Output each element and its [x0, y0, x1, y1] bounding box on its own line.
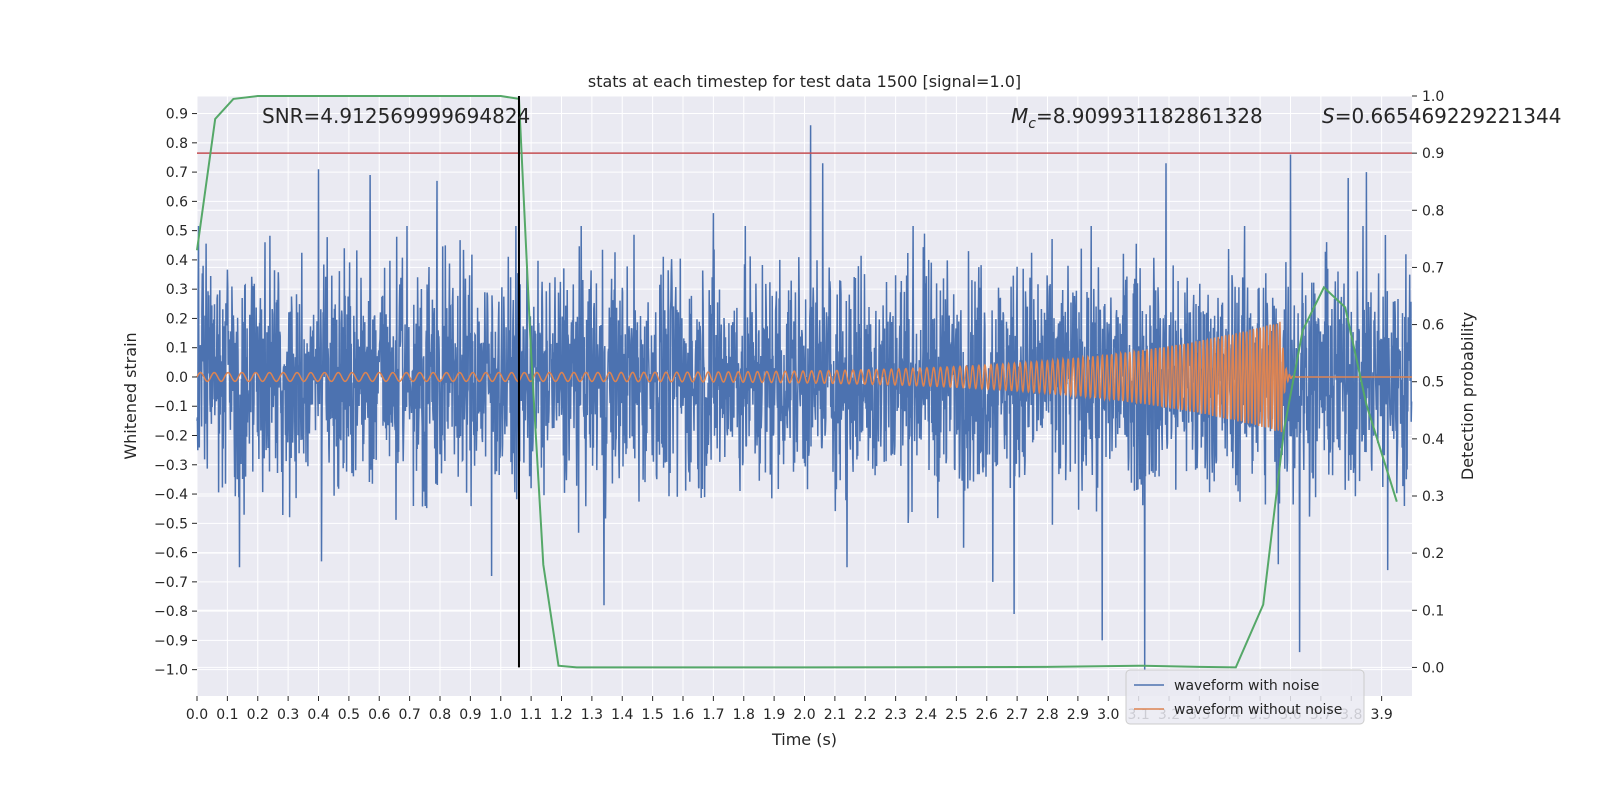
- x-tick-label: 0.2: [247, 707, 269, 723]
- y-tick-label: −0.3: [154, 458, 188, 474]
- legend-label-noisy: waveform with noise: [1174, 678, 1319, 694]
- y-axis-title: Whitened strain: [121, 332, 140, 459]
- y2-tick-label: 0.6: [1422, 318, 1444, 334]
- y-tick-label: 0.1: [166, 341, 188, 357]
- y-tick-label: −0.7: [154, 575, 188, 591]
- y-tick-label: 0.2: [166, 311, 188, 327]
- y2-tick-label: 0.9: [1422, 146, 1444, 162]
- spin-annotation: S=0.665469229221344: [1322, 104, 1561, 128]
- x-tick-label: 2.3: [884, 707, 906, 723]
- y-tick-label: 0.3: [166, 282, 188, 298]
- chirp-mass-annotation: Mc=8.909931182861328: [1011, 104, 1263, 132]
- y2-tick-label: 0.4: [1422, 432, 1444, 448]
- x-tick-label: 2.1: [824, 707, 846, 723]
- x-tick-label: 1.6: [672, 707, 694, 723]
- x-tick-label: 3.0: [1097, 707, 1119, 723]
- x-tick-label: 0.1: [216, 707, 238, 723]
- y-tick-label: −0.9: [154, 633, 188, 649]
- x-tick-label: 0.9: [459, 707, 481, 723]
- x-tick-label: 1.5: [641, 707, 663, 723]
- y2-tick-label: 0.2: [1422, 546, 1444, 562]
- x-tick-label: 1.8: [733, 707, 755, 723]
- x-tick-label: 0.3: [277, 707, 299, 723]
- x-tick-label: 2.0: [793, 707, 815, 723]
- y2-tick-label: 0.0: [1422, 660, 1444, 676]
- y-tick-label: 0.6: [166, 194, 188, 210]
- noisy-waveform-line: [196, 125, 1413, 670]
- x-tick-label: 0.0: [186, 707, 208, 723]
- chart-title: stats at each timestep for test data 150…: [588, 72, 1021, 91]
- y2-tick-label: 0.1: [1422, 603, 1444, 619]
- y-tick-label: 0.9: [166, 107, 188, 123]
- x-tick-label: 2.8: [1036, 707, 1058, 723]
- x-tick-label: 1.4: [611, 707, 633, 723]
- legend-label-clean: waveform without noise: [1174, 702, 1342, 718]
- x-tick-label: 0.5: [338, 707, 360, 723]
- y2-tick-label: 0.8: [1422, 203, 1444, 219]
- y-tick-label: −0.2: [154, 429, 188, 445]
- x-tick-label: 0.4: [307, 707, 329, 723]
- x-tick-label: 1.3: [581, 707, 603, 723]
- y2-axis-title: Detection probability: [1458, 312, 1477, 480]
- y-tick-label: 0.8: [166, 136, 188, 152]
- y-tick-label: 0.5: [166, 224, 188, 240]
- y2-tick-label: 1.0: [1422, 89, 1444, 105]
- x-tick-label: 1.2: [550, 707, 572, 723]
- x-tick-label: 1.7: [702, 707, 724, 723]
- legend-box: [1125, 669, 1365, 725]
- x-tick-label: 0.6: [368, 707, 390, 723]
- x-tick-label: 1.9: [763, 707, 785, 723]
- y-tick-label: −0.6: [154, 546, 188, 562]
- y-tick-label: −0.4: [154, 487, 188, 503]
- x-tick-label: 1.0: [490, 707, 512, 723]
- x-axis-title: Time (s): [771, 730, 837, 749]
- y2-tick-label: 0.3: [1422, 489, 1444, 505]
- x-tick-label: 2.2: [854, 707, 876, 723]
- y-tick-label: −1.0: [154, 663, 188, 679]
- y-tick-label: 0.0: [166, 370, 188, 386]
- x-tick-label: 3.9: [1370, 707, 1392, 723]
- legend: waveform with noise waveform without noi…: [1125, 669, 1365, 725]
- x-tick-label: 1.1: [520, 707, 542, 723]
- x-tick-label: 2.9: [1067, 707, 1089, 723]
- y-tick-label: −0.8: [154, 604, 188, 620]
- y-tick-label: 0.4: [166, 253, 188, 269]
- x-tick-label: 0.7: [398, 707, 420, 723]
- detection-probability-line: [196, 95, 1398, 669]
- y-tick-label: −0.5: [154, 516, 188, 532]
- x-tick-label: 2.6: [976, 707, 998, 723]
- y2-tick-label: 0.7: [1422, 260, 1444, 276]
- y-tick-label: −0.1: [154, 399, 188, 415]
- x-tick-label: 2.5: [945, 707, 967, 723]
- snr-annotation: SNR=4.912569999694824: [262, 104, 530, 128]
- x-tick-label: 2.7: [1006, 707, 1028, 723]
- x-tick-label: 2.4: [915, 707, 937, 723]
- x-tick-label: 0.8: [429, 707, 451, 723]
- y2-tick-label: 0.5: [1422, 375, 1444, 391]
- y-tick-label: 0.7: [166, 165, 188, 181]
- clean-waveform-line: [196, 321, 1412, 433]
